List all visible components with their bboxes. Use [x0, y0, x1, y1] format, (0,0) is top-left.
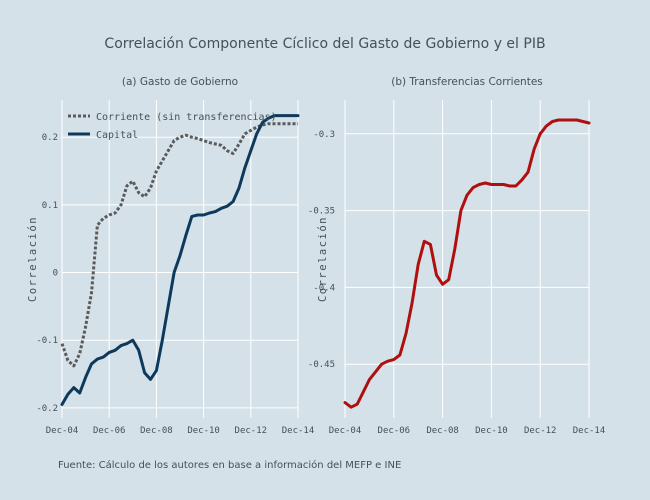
panel-a-y-tick-label: -0.1	[36, 336, 58, 346]
panel-b-y-tick-label: -0.3	[313, 130, 335, 140]
panel-a-x-tick-label: Dec-14	[282, 426, 315, 436]
panel-a-x-tick-label: Dec-12	[235, 426, 268, 436]
panel-b-x-tick-label: Dec-10	[475, 426, 508, 436]
panel-a-y-tick-label: 0	[53, 269, 58, 279]
panel-b-y-axis-label: Correlación	[317, 216, 329, 302]
panel-b-series-line-transferencias	[343, 118, 591, 409]
panel-b-y-tick-label: -0.4	[313, 283, 335, 293]
panel-a-y-tick-label: 0.1	[42, 201, 58, 211]
panel-a-x-tick-label: Dec-08	[140, 426, 173, 436]
panel-b-x-tick-label: Dec-14	[573, 426, 606, 436]
panel-a-y-axis-label: Correlación	[27, 216, 39, 302]
footer-source: Fuente: Cálculo de los autores en base a…	[58, 460, 402, 471]
panel-b-x-tick-label: Dec-08	[426, 426, 459, 436]
panel-a-title: (a) Gasto de Gobierno	[121, 76, 239, 88]
panel-a-x-tick-label: Dec-10	[187, 426, 220, 436]
panel-a-y-tick-label: -0.2	[36, 404, 58, 414]
main-title: Correlación Componente Cíclico del Gasto…	[104, 36, 546, 52]
panel-b-x-tick-label: Dec-04	[329, 426, 362, 436]
panel-a-series-line-capital	[60, 114, 300, 406]
panel-b-y-tick-label: -0.45	[308, 360, 335, 370]
panel-b-x-tick-label: Dec-06	[378, 426, 411, 436]
panel-b-title: (b) Transferencias Corrientes	[391, 76, 543, 88]
legend-label-corriente: Corriente (sin transferencias)	[96, 112, 277, 123]
panel-a-y-tick-label: 0.2	[42, 133, 58, 143]
legend-label-capital: Capital	[96, 130, 138, 141]
panel-b-x-tick-label: Dec-12	[524, 426, 557, 436]
panel-a-series-line-corriente	[60, 122, 298, 368]
panel-a-x-tick-label: Dec-04	[46, 426, 79, 436]
panel-a-x-tick-label: Dec-06	[93, 426, 126, 436]
panel-b-y-tick-label: -0.35	[308, 207, 335, 217]
